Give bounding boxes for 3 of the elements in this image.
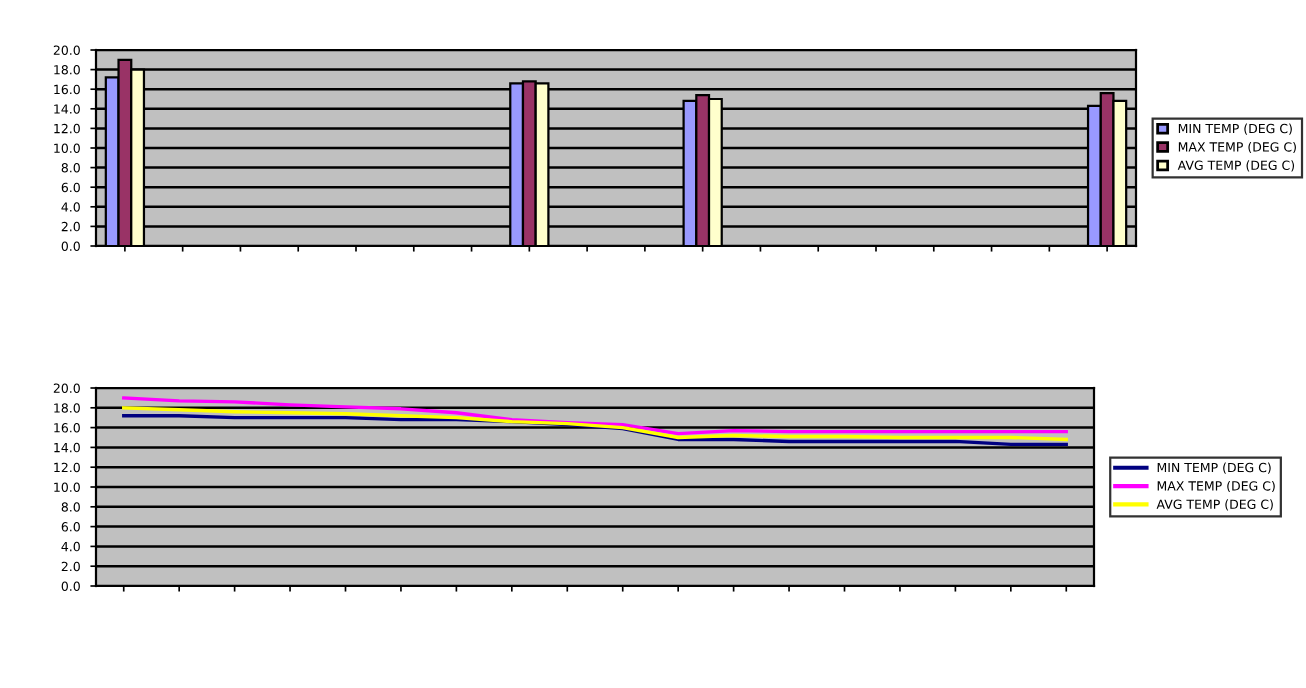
line-series [122, 414, 1068, 447]
line-series [122, 396, 1068, 436]
line-series [122, 406, 1068, 442]
